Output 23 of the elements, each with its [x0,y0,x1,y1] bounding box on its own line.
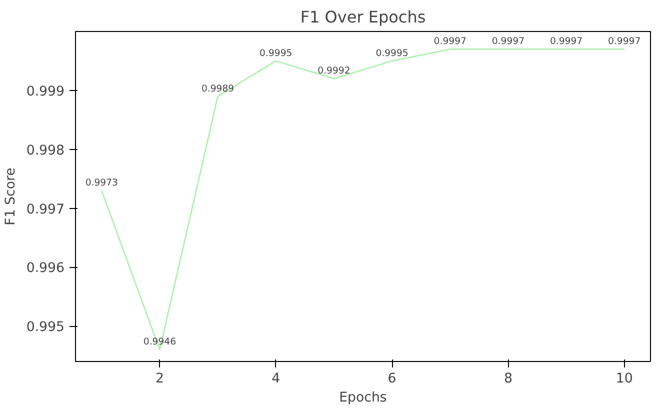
data-label: 0.9997 [434,36,467,48]
x-tick-label: 10 [616,372,633,386]
y-tick-label: 0.995 [26,320,64,336]
data-label: 0.9997 [608,36,641,48]
data-label: 0.9995 [376,48,408,59]
y-tick-label: 0.998 [26,143,64,158]
data-label: 0.9997 [492,36,525,48]
x-axis-title: Epochs [339,390,387,406]
data-label: 0.9946 [143,336,176,348]
y-tick-label: 0.996 [26,261,64,276]
y-axis-title: F1 Score [3,168,18,226]
x-tick-label: 6 [388,372,396,386]
chart-title: F1 Over Epochs [300,8,426,26]
data-label: 0.9995 [260,48,292,59]
data-label: 0.9973 [85,178,118,189]
y-tick-label: 0.997 [26,202,64,218]
y-tick-label: 0.999 [26,84,64,100]
data-label: 0.9992 [318,66,350,77]
x-tick-label: 2 [155,372,164,386]
x-tick-label: 8 [504,372,512,386]
data-label: 0.9989 [201,83,234,94]
data-label: 0.9997 [550,36,583,48]
x-tick-label: 4 [272,372,280,386]
